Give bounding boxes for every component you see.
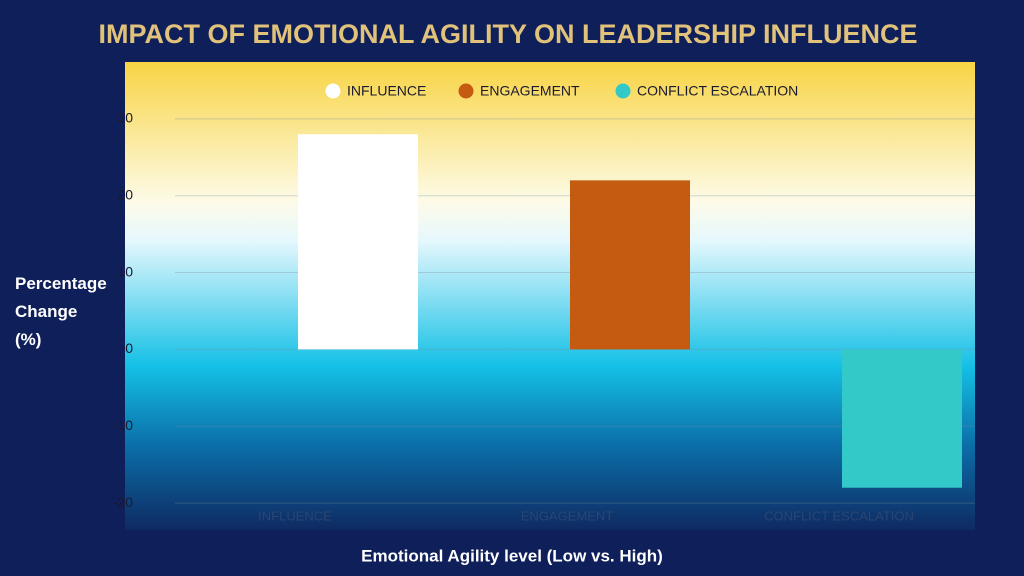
y-axis-label: Percentage Change (%) xyxy=(15,274,107,349)
y-tick-label: 30 xyxy=(117,110,133,126)
legend-label: ENGAGEMENT xyxy=(480,83,580,99)
y-tick-label: 10 xyxy=(117,263,133,279)
x-tick-label: CONFLICT ESCALATION xyxy=(764,508,914,523)
chart-title: IMPACT OF EMOTIONAL AGILITY ON LEADERSHI… xyxy=(98,19,917,49)
bar xyxy=(570,180,690,350)
legend-swatch xyxy=(615,83,631,99)
y-tick-label: -10 xyxy=(113,417,133,433)
x-axis-label: Emotional Agility level (Low vs. High) xyxy=(361,546,663,565)
legend-label: INFLUENCE xyxy=(347,83,426,99)
x-tick-label: INFLUENCE xyxy=(258,508,332,523)
y-tick-label: -20 xyxy=(113,494,133,510)
y-tick-label: 20 xyxy=(117,186,133,202)
x-tick-label: ENGAGEMENT xyxy=(521,508,614,523)
legend-swatch xyxy=(458,83,474,99)
bar xyxy=(298,134,418,350)
legend-swatch xyxy=(325,83,341,99)
bar xyxy=(842,349,962,488)
y-axis-label: Percentage Change (%) xyxy=(15,274,107,349)
plot-area xyxy=(125,62,975,530)
y-tick-label: 0 xyxy=(125,340,133,356)
legend-label: CONFLICT ESCALATION xyxy=(637,83,798,99)
